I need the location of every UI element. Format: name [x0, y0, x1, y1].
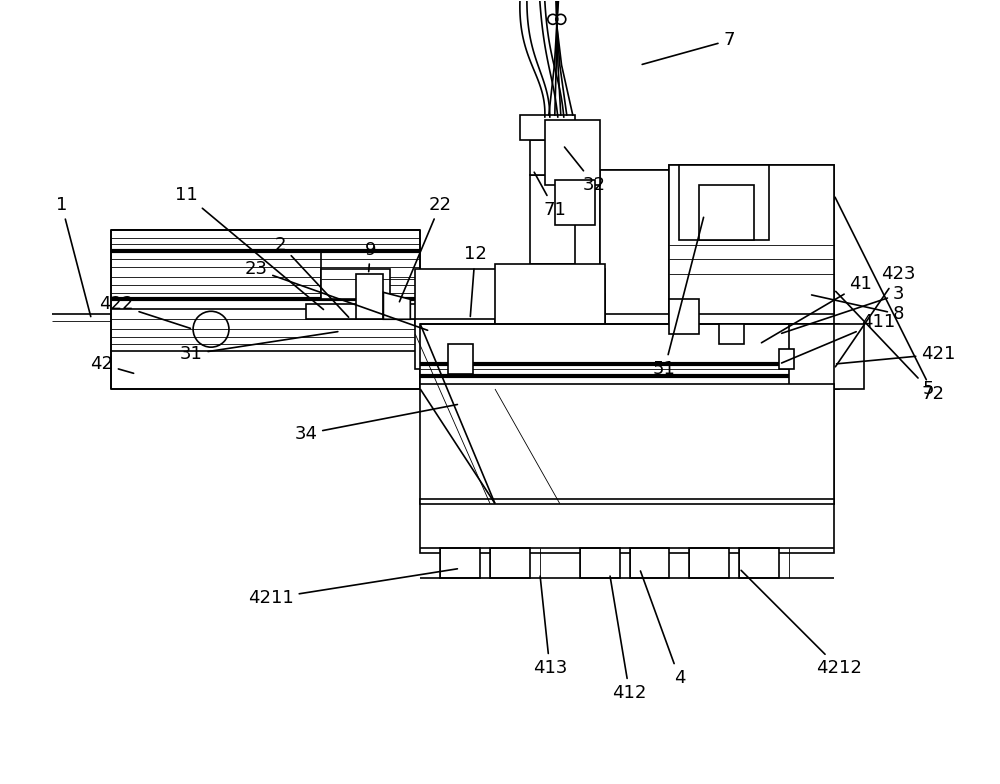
Text: 71: 71 [534, 172, 566, 219]
Bar [600, 170, 774, 503]
Text: 23: 23 [244, 260, 428, 330]
Text: 22: 22 [399, 196, 452, 302]
Bar [495, 264, 605, 503]
Text: 34: 34 [294, 405, 457, 443]
Bar [415, 270, 605, 325]
Text: 412: 412 [610, 576, 647, 702]
Text: 8: 8 [812, 295, 904, 323]
Bar [669, 299, 699, 334]
Text: 11: 11 [175, 186, 323, 310]
Bar [520, 115, 575, 140]
Bar [420, 325, 834, 389]
Text: 4212: 4212 [741, 570, 862, 677]
Bar [739, 549, 779, 579]
Bar [321, 270, 390, 299]
Bar [719, 325, 744, 344]
Text: 51: 51 [653, 217, 704, 378]
Text: 9: 9 [365, 241, 376, 271]
Text: 423: 423 [835, 266, 916, 367]
Bar [699, 185, 754, 240]
Bar [834, 325, 864, 389]
Text: 4211: 4211 [248, 569, 457, 608]
Bar [630, 549, 669, 579]
Bar [530, 140, 575, 175]
Bar [356, 274, 383, 319]
Text: 72: 72 [835, 198, 945, 403]
Text: 422: 422 [99, 296, 190, 328]
Bar [779, 349, 794, 369]
Bar [420, 294, 605, 325]
Bar [420, 499, 834, 554]
Bar [306, 304, 425, 319]
Text: 7: 7 [642, 31, 735, 64]
Text: 31: 31 [180, 332, 338, 363]
Bar [600, 170, 774, 314]
Bar [580, 549, 620, 579]
Bar [669, 165, 834, 503]
Bar [530, 175, 575, 264]
Bar [545, 120, 600, 185]
Text: 3: 3 [782, 285, 904, 333]
Bar [440, 549, 480, 579]
Bar [555, 180, 595, 224]
Bar [669, 165, 834, 314]
Bar [420, 310, 550, 354]
Bar [689, 549, 729, 579]
Bar [789, 325, 839, 389]
Text: 5: 5 [836, 292, 934, 398]
Text: 41: 41 [761, 275, 872, 343]
Text: 1: 1 [56, 196, 91, 317]
Bar [448, 344, 473, 374]
Bar [420, 384, 834, 503]
Bar [490, 549, 530, 579]
Polygon shape [383, 292, 410, 319]
Text: 2: 2 [275, 235, 349, 318]
Text: 4: 4 [640, 571, 685, 687]
Text: 42: 42 [90, 355, 134, 373]
Bar [111, 230, 420, 389]
Text: 421: 421 [837, 345, 956, 364]
Text: 413: 413 [533, 576, 567, 677]
Text: 411: 411 [782, 314, 896, 363]
Text: 32: 32 [565, 147, 606, 194]
Text: 12: 12 [464, 245, 487, 317]
Bar [415, 319, 495, 369]
Bar [679, 165, 769, 240]
